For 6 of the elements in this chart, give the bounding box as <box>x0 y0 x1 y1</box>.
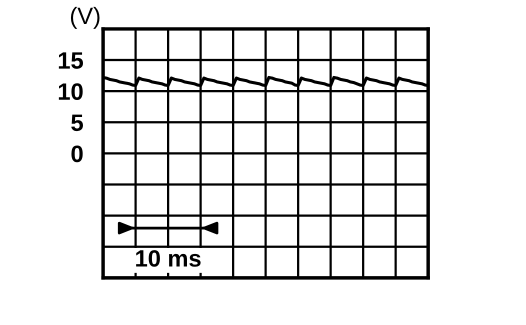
y-tick-label: 10 <box>58 83 83 100</box>
y-tick-label: 0 <box>71 145 83 162</box>
annotation: 10 ms <box>136 250 201 267</box>
y-axis-title: (V) <box>70 6 100 29</box>
y-tick-label: 15 <box>58 52 83 69</box>
y-tick-label: 5 <box>71 114 83 132</box>
